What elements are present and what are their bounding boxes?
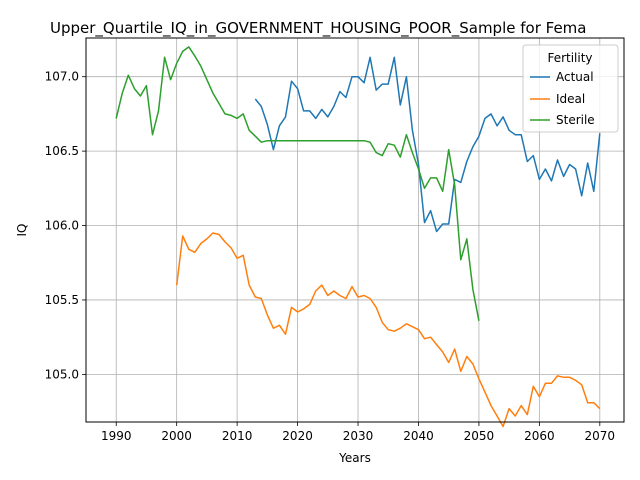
- x-tick-label: 2060: [524, 429, 555, 443]
- x-tick-label: 2020: [282, 429, 313, 443]
- y-axis-label: IQ: [15, 224, 29, 237]
- chart-title: Upper_Quartile_IQ_in_GOVERNMENT_HOUSING_…: [50, 19, 586, 38]
- x-tick-label: 2000: [161, 429, 192, 443]
- series-line-sterile: [115, 46, 480, 321]
- x-tick-label: 2030: [343, 429, 374, 443]
- x-axis-ticks: 1990 2000 2010 2020 2030 2040 2050 2060 2070: [101, 422, 615, 443]
- legend-label-ideal: Ideal: [556, 92, 585, 106]
- legend-box: [522, 44, 619, 133]
- y-tick-label: 105.0: [45, 367, 79, 381]
- y-tick-label: 105.5: [45, 293, 79, 307]
- series-line-ideal: [175, 232, 601, 428]
- x-tick-label: 2010: [222, 429, 253, 443]
- legend-label-sterile: Sterile: [556, 113, 595, 127]
- y-tick-label: 107.0: [45, 70, 79, 84]
- plot-frame: [85, 37, 625, 423]
- series-line-actual: [254, 56, 601, 233]
- legend-title: Fertility: [547, 51, 592, 65]
- y-tick-label: 106.0: [45, 219, 79, 233]
- x-tick-label: 1990: [101, 429, 132, 443]
- x-tick-label: 2050: [464, 429, 495, 443]
- y-axis-ticks: 105.0 105.5 106.0 106.5 107.0: [45, 70, 86, 381]
- y-tick-label: 106.5: [45, 144, 79, 158]
- legend: Fertility Actual Ideal Sterile: [522, 44, 619, 133]
- x-tick-label: 2040: [403, 429, 434, 443]
- series-lines: [115, 46, 601, 428]
- x-axis-label: Years: [338, 451, 371, 465]
- x-tick-label: 2070: [585, 429, 616, 443]
- legend-label-actual: Actual: [556, 70, 594, 84]
